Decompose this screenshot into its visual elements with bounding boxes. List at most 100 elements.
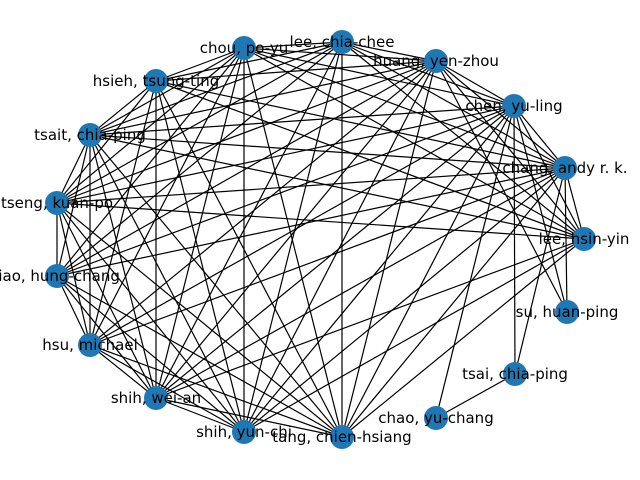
- edge-chen-yu-ling--tsait-chia-ping: [89, 105, 515, 136]
- edge-tang-chien-hsiang--tsait-chia-ping: [89, 134, 343, 438]
- edge-lee-hsin-yin--tsait-chia-ping: [89, 134, 585, 240]
- graph-nodes: [45, 30, 596, 449]
- edge-tang-chien-hsiang--hsieh-tsung-ting: [155, 80, 343, 438]
- node-shih-yun-chi[interactable]: [232, 420, 256, 444]
- edge-chen-yu-ling--chang-andy: [513, 105, 566, 169]
- edge-lee-chia-chee--shih-wei-an: [155, 41, 343, 399]
- node-label-hsieh-tsung-ting: hsieh, tsung-ting: [93, 72, 219, 90]
- node-tang-chien-hsiang[interactable]: [330, 425, 354, 449]
- edge-shih-yun-chi--tseng-kuan-po: [56, 202, 245, 433]
- edge-huang-yen-zhou--tseng-kuan-po: [56, 60, 437, 204]
- edge-lee-chia-chee--lee-hsin-yin: [341, 41, 585, 240]
- node-chen-yu-ling[interactable]: [502, 94, 526, 118]
- node-tsait-chia-ping[interactable]: [78, 123, 102, 147]
- edge-chen-yu-ling--liao-hung-chang: [56, 105, 515, 277]
- edge-chen-yu-ling--hsu-michael: [89, 105, 515, 346]
- edge-huang-yen-zhou--chen-yu-ling: [435, 60, 515, 107]
- node-lee-chia-chee[interactable]: [330, 30, 354, 54]
- edge-chang-andy--tang-chien-hsiang: [341, 167, 566, 438]
- edge-shih-yun-chi--shih-wei-an: [155, 397, 245, 433]
- node-label-huang-yen-zhou: huang, yen-zhou: [373, 52, 499, 70]
- node-su-huan-ping[interactable]: [555, 300, 579, 324]
- edge-shih-yun-chi--liao-hung-chang: [56, 275, 245, 433]
- node-label-tsait-chia-ping: tsait, chia-ping: [34, 126, 146, 144]
- node-tsai-chia-ping[interactable]: [503, 362, 527, 386]
- edge-chen-yu-ling--shih-yun-chi: [243, 105, 515, 433]
- edge-liao-hung-chang--tsait-chia-ping: [56, 134, 91, 277]
- edge-chen-yu-ling--tang-chien-hsiang: [341, 105, 515, 438]
- edge-chang-andy--tsait-chia-ping: [89, 134, 566, 169]
- node-chang-andy[interactable]: [553, 156, 577, 180]
- graph-edges: [56, 41, 585, 438]
- node-label-lee-hsin-yin: lee, hsin-yin: [539, 230, 630, 248]
- edge-chang-andy--tsai-chia-ping: [514, 167, 566, 375]
- node-label-hsu-michael: hsu, michael: [42, 336, 138, 354]
- edge-chao-yu-chang--tsai-chia-ping: [435, 373, 516, 419]
- node-label-chen-yu-ling: chen, yu-ling: [465, 97, 562, 115]
- edge-hsu-michael--tseng-kuan-po: [56, 202, 91, 346]
- edge-chen-yu-ling--chao-yu-chang: [435, 105, 515, 419]
- node-label-tang-chien-hsiang: tang, chien-hsiang: [272, 428, 411, 446]
- edge-chang-andy--shih-yun-chi: [243, 167, 566, 433]
- node-hsu-michael[interactable]: [78, 333, 102, 357]
- edge-shih-yun-chi--hsieh-tsung-ting: [155, 80, 245, 433]
- node-label-liao-hung-chang: liao, hung-chang: [0, 267, 120, 285]
- edge-huang-yen-zhou--tang-chien-hsiang: [341, 60, 437, 438]
- edge-tsait-chia-ping--hsieh-tsung-ting: [89, 80, 157, 136]
- edge-hsu-michael--hsieh-tsung-ting: [89, 80, 157, 346]
- edge-huang-yen-zhou--shih-yun-chi: [243, 60, 437, 433]
- node-label-chao-yu-chang: chao, yu-chang: [378, 409, 493, 427]
- edge-lee-chia-chee--shih-yun-chi: [243, 41, 343, 433]
- edge-chou-po-yu--tang-chien-hsiang: [243, 47, 343, 438]
- node-shih-wei-an[interactable]: [144, 386, 168, 410]
- edge-chou-po-yu--huang-yen-zhou: [243, 47, 437, 62]
- node-label-tseng-kuan-po: tseng, kuan-po: [1, 194, 113, 212]
- edge-hsu-michael--liao-hung-chang: [56, 275, 91, 346]
- edge-shih-yun-chi--hsu-michael: [89, 344, 245, 433]
- edge-lee-chia-chee--hsieh-tsung-ting: [155, 41, 343, 82]
- edge-chang-andy--hsu-michael: [89, 167, 566, 346]
- edge-lee-chia-chee--liao-hung-chang: [56, 41, 343, 277]
- node-label-chang-andy: chang, andy r. k.: [502, 159, 627, 177]
- node-lee-hsin-yin[interactable]: [572, 227, 596, 251]
- edge-chen-yu-ling--lee-hsin-yin: [513, 105, 585, 240]
- edge-shih-wei-an--tsait-chia-ping: [89, 134, 157, 399]
- edge-shih-wei-an--liao-hung-chang: [56, 275, 157, 399]
- edge-chou-po-yu--tseng-kuan-po: [56, 47, 245, 204]
- edge-lee-chia-chee--chang-andy: [341, 41, 566, 169]
- edge-huang-yen-zhou--chang-andy: [435, 60, 566, 169]
- node-label-tsai-chia-ping: tsai, chia-ping: [462, 365, 568, 383]
- edge-lee-chia-chee--chen-yu-ling: [341, 41, 515, 107]
- node-label-su-huan-ping: su, huan-ping: [516, 303, 619, 321]
- edge-huang-yen-zhou--tsait-chia-ping: [89, 60, 437, 136]
- edge-chou-po-yu--liao-hung-chang: [56, 47, 245, 277]
- edge-huang-yen-zhou--hsieh-tsung-ting: [155, 60, 437, 82]
- edge-chou-po-yu--lee-chia-chee: [243, 41, 343, 49]
- edge-chou-po-yu--chen-yu-ling: [243, 47, 515, 107]
- node-label-shih-yun-chi: shih, yun-chi: [196, 423, 292, 441]
- node-huang-yen-zhou[interactable]: [424, 49, 448, 73]
- node-label-shih-wei-an: shih, wei-an: [111, 389, 201, 407]
- edge-chou-po-yu--tsait-chia-ping: [89, 47, 245, 136]
- edge-chen-yu-ling--tsai-chia-ping: [513, 105, 516, 375]
- edge-lee-chia-chee--tseng-kuan-po: [56, 41, 343, 204]
- edge-lee-hsin-yin--shih-yun-chi: [243, 238, 585, 433]
- edge-lee-chia-chee--tsait-chia-ping: [89, 41, 343, 136]
- node-chou-po-yu[interactable]: [232, 36, 256, 60]
- node-liao-hung-chang[interactable]: [45, 264, 69, 288]
- edge-chang-andy--hsieh-tsung-ting: [155, 80, 566, 169]
- edge-shih-wei-an--tseng-kuan-po: [56, 202, 157, 399]
- node-tseng-kuan-po[interactable]: [45, 191, 69, 215]
- node-label-lee-chia-chee: lee, chia-chee: [290, 33, 395, 51]
- edge-huang-yen-zhou--lee-hsin-yin: [435, 60, 585, 240]
- edge-lee-chia-chee--huang-yen-zhou: [341, 41, 437, 62]
- edge-tang-chien-hsiang--hsu-michael: [89, 344, 343, 438]
- edge-chou-po-yu--chang-andy: [243, 47, 566, 169]
- edge-lee-hsin-yin--tang-chien-hsiang: [341, 238, 585, 438]
- node-chao-yu-chang[interactable]: [424, 406, 448, 430]
- edge-chou-po-yu--hsieh-tsung-ting: [155, 47, 245, 82]
- edge-lee-hsin-yin--shih-wei-an: [155, 238, 585, 399]
- node-hsieh-tsung-ting[interactable]: [144, 69, 168, 93]
- edge-tang-chien-hsiang--shih-wei-an: [155, 397, 343, 438]
